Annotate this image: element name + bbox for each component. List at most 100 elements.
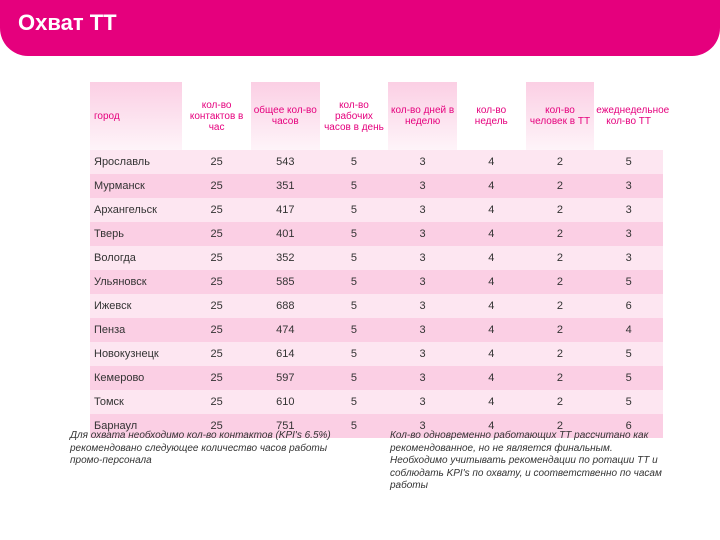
cell-value: 25	[182, 294, 251, 318]
cell-value: 5	[320, 222, 389, 246]
cell-value: 3	[594, 198, 663, 222]
table-header-row: город кол-во контактов в час общее кол-в…	[90, 82, 663, 150]
cell-city: Вологда	[90, 246, 182, 270]
cell-value: 5	[320, 390, 389, 414]
cell-value: 25	[182, 246, 251, 270]
cell-value: 25	[182, 342, 251, 366]
cell-value: 5	[320, 246, 389, 270]
table-row: Ижевск2568853426	[90, 294, 663, 318]
cell-value: 5	[320, 318, 389, 342]
cell-value: 3	[388, 318, 457, 342]
cell-value: 3	[388, 222, 457, 246]
cell-value: 5	[594, 390, 663, 414]
cell-value: 4	[457, 174, 526, 198]
cell-value: 2	[526, 150, 595, 174]
cell-value: 25	[182, 174, 251, 198]
cell-value: 25	[182, 390, 251, 414]
page-title: Охват ТТ	[18, 10, 117, 36]
cell-value: 3	[388, 270, 457, 294]
cell-value: 4	[457, 318, 526, 342]
cell-value: 2	[526, 270, 595, 294]
cell-value: 3	[388, 342, 457, 366]
cell-value: 3	[594, 222, 663, 246]
cell-value: 5	[594, 270, 663, 294]
footnote-left: Для охвата необходимо кол-во контактов (…	[70, 430, 350, 493]
cell-value: 2	[526, 342, 595, 366]
cell-value: 4	[457, 390, 526, 414]
cell-value: 597	[251, 366, 320, 390]
cell-value: 2	[526, 390, 595, 414]
cell-value: 3	[388, 366, 457, 390]
table-row: Архангельск2541753423	[90, 198, 663, 222]
cell-value: 3	[388, 294, 457, 318]
cell-value: 3	[388, 150, 457, 174]
cell-value: 25	[182, 366, 251, 390]
table-row: Вологда2535253423	[90, 246, 663, 270]
cell-value: 5	[320, 198, 389, 222]
cell-value: 5	[320, 174, 389, 198]
col-contacts: кол-во контактов в час	[182, 82, 251, 150]
cell-value: 3	[388, 174, 457, 198]
cell-value: 4	[457, 366, 526, 390]
cell-value: 2	[526, 198, 595, 222]
table-row: Новокузнецк2561453425	[90, 342, 663, 366]
cell-value: 25	[182, 222, 251, 246]
cell-value: 352	[251, 246, 320, 270]
col-hrs-day: кол-во рабочих часов в день	[320, 82, 389, 150]
cell-value: 4	[594, 318, 663, 342]
cell-value: 5	[320, 342, 389, 366]
cell-value: 3	[594, 174, 663, 198]
coverage-table-container: город кол-во контактов в час общее кол-в…	[90, 82, 663, 438]
cell-value: 4	[457, 246, 526, 270]
col-weeks: кол-во недель	[457, 82, 526, 150]
cell-value: 3	[388, 198, 457, 222]
cell-value: 3	[388, 246, 457, 270]
footnote-right: Кол-во одновременно работающих ТТ рассчи…	[390, 430, 670, 493]
col-days-wk: кол-во дней в неделю	[388, 82, 457, 150]
cell-city: Ульяновск	[90, 270, 182, 294]
table-row: Мурманск2535153423	[90, 174, 663, 198]
cell-city: Томск	[90, 390, 182, 414]
cell-city: Пенза	[90, 318, 182, 342]
cell-value: 351	[251, 174, 320, 198]
cell-value: 2	[526, 318, 595, 342]
cell-city: Ярославль	[90, 150, 182, 174]
col-city: город	[90, 82, 182, 150]
cell-value: 25	[182, 150, 251, 174]
cell-value: 4	[457, 150, 526, 174]
col-people: кол-во человек в ТТ	[526, 82, 595, 150]
cell-value: 25	[182, 270, 251, 294]
cell-value: 25	[182, 198, 251, 222]
cell-value: 5	[320, 294, 389, 318]
cell-value: 2	[526, 174, 595, 198]
cell-value: 417	[251, 198, 320, 222]
cell-value: 2	[526, 294, 595, 318]
cell-value: 2	[526, 222, 595, 246]
cell-city: Новокузнецк	[90, 342, 182, 366]
cell-value: 2	[526, 246, 595, 270]
cell-value: 585	[251, 270, 320, 294]
cell-value: 6	[594, 294, 663, 318]
cell-value: 4	[457, 198, 526, 222]
cell-value: 5	[594, 342, 663, 366]
cell-value: 5	[594, 366, 663, 390]
cell-value: 5	[320, 366, 389, 390]
cell-city: Кемерово	[90, 366, 182, 390]
cell-city: Мурманск	[90, 174, 182, 198]
table-row: Ульяновск2558553425	[90, 270, 663, 294]
cell-value: 5	[594, 150, 663, 174]
cell-city: Ижевск	[90, 294, 182, 318]
cell-value: 5	[320, 270, 389, 294]
cell-value: 474	[251, 318, 320, 342]
col-tt: ежеднедельное кол-во ТТ	[594, 82, 663, 150]
table-row: Томск2561053425	[90, 390, 663, 414]
cell-value: 401	[251, 222, 320, 246]
header-banner: Охват ТТ	[0, 0, 720, 56]
cell-value: 614	[251, 342, 320, 366]
cell-city: Тверь	[90, 222, 182, 246]
cell-value: 4	[457, 294, 526, 318]
table-row: Ярославль2554353425	[90, 150, 663, 174]
cell-value: 543	[251, 150, 320, 174]
table-row: Тверь2540153423	[90, 222, 663, 246]
cell-value: 4	[457, 342, 526, 366]
